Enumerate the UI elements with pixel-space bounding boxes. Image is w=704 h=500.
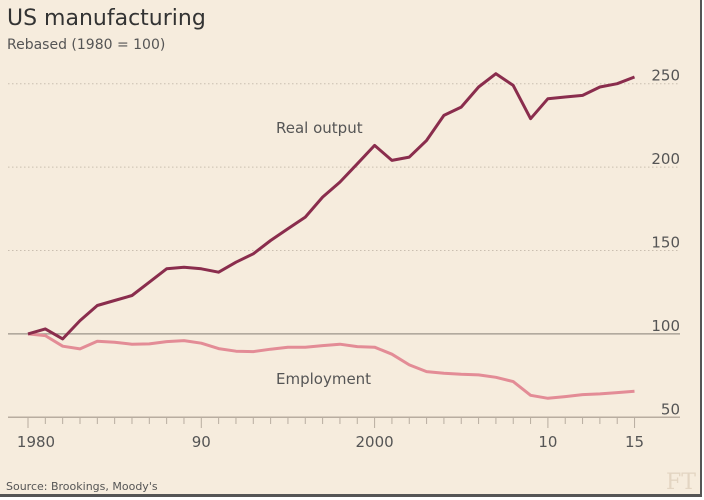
ft-logo: FT — [666, 470, 696, 495]
chart-subtitle: Rebased (1980 = 100) — [7, 37, 166, 53]
series-label-real-output: Real output — [276, 119, 363, 137]
x-tick-label: 90 — [192, 433, 211, 451]
x-tick-label: 10 — [538, 433, 557, 451]
y-tick-label: 250 — [651, 67, 680, 85]
y-tick-label: 50 — [661, 400, 680, 418]
x-tick-label: 1980 — [17, 433, 55, 451]
chart-title: US manufacturing — [7, 6, 206, 31]
series-label-employment: Employment — [276, 370, 371, 388]
series-line-employment — [27, 332, 635, 400]
x-tick-label: 2000 — [356, 433, 394, 451]
y-tick-label: 100 — [651, 317, 680, 335]
x-tick-label: 15 — [625, 433, 644, 451]
series-line-real-output — [27, 72, 636, 341]
source-note: Source: Brookings, Moody's — [6, 480, 158, 493]
y-tick-label: 200 — [651, 150, 680, 168]
y-tick-label: 150 — [651, 234, 680, 252]
